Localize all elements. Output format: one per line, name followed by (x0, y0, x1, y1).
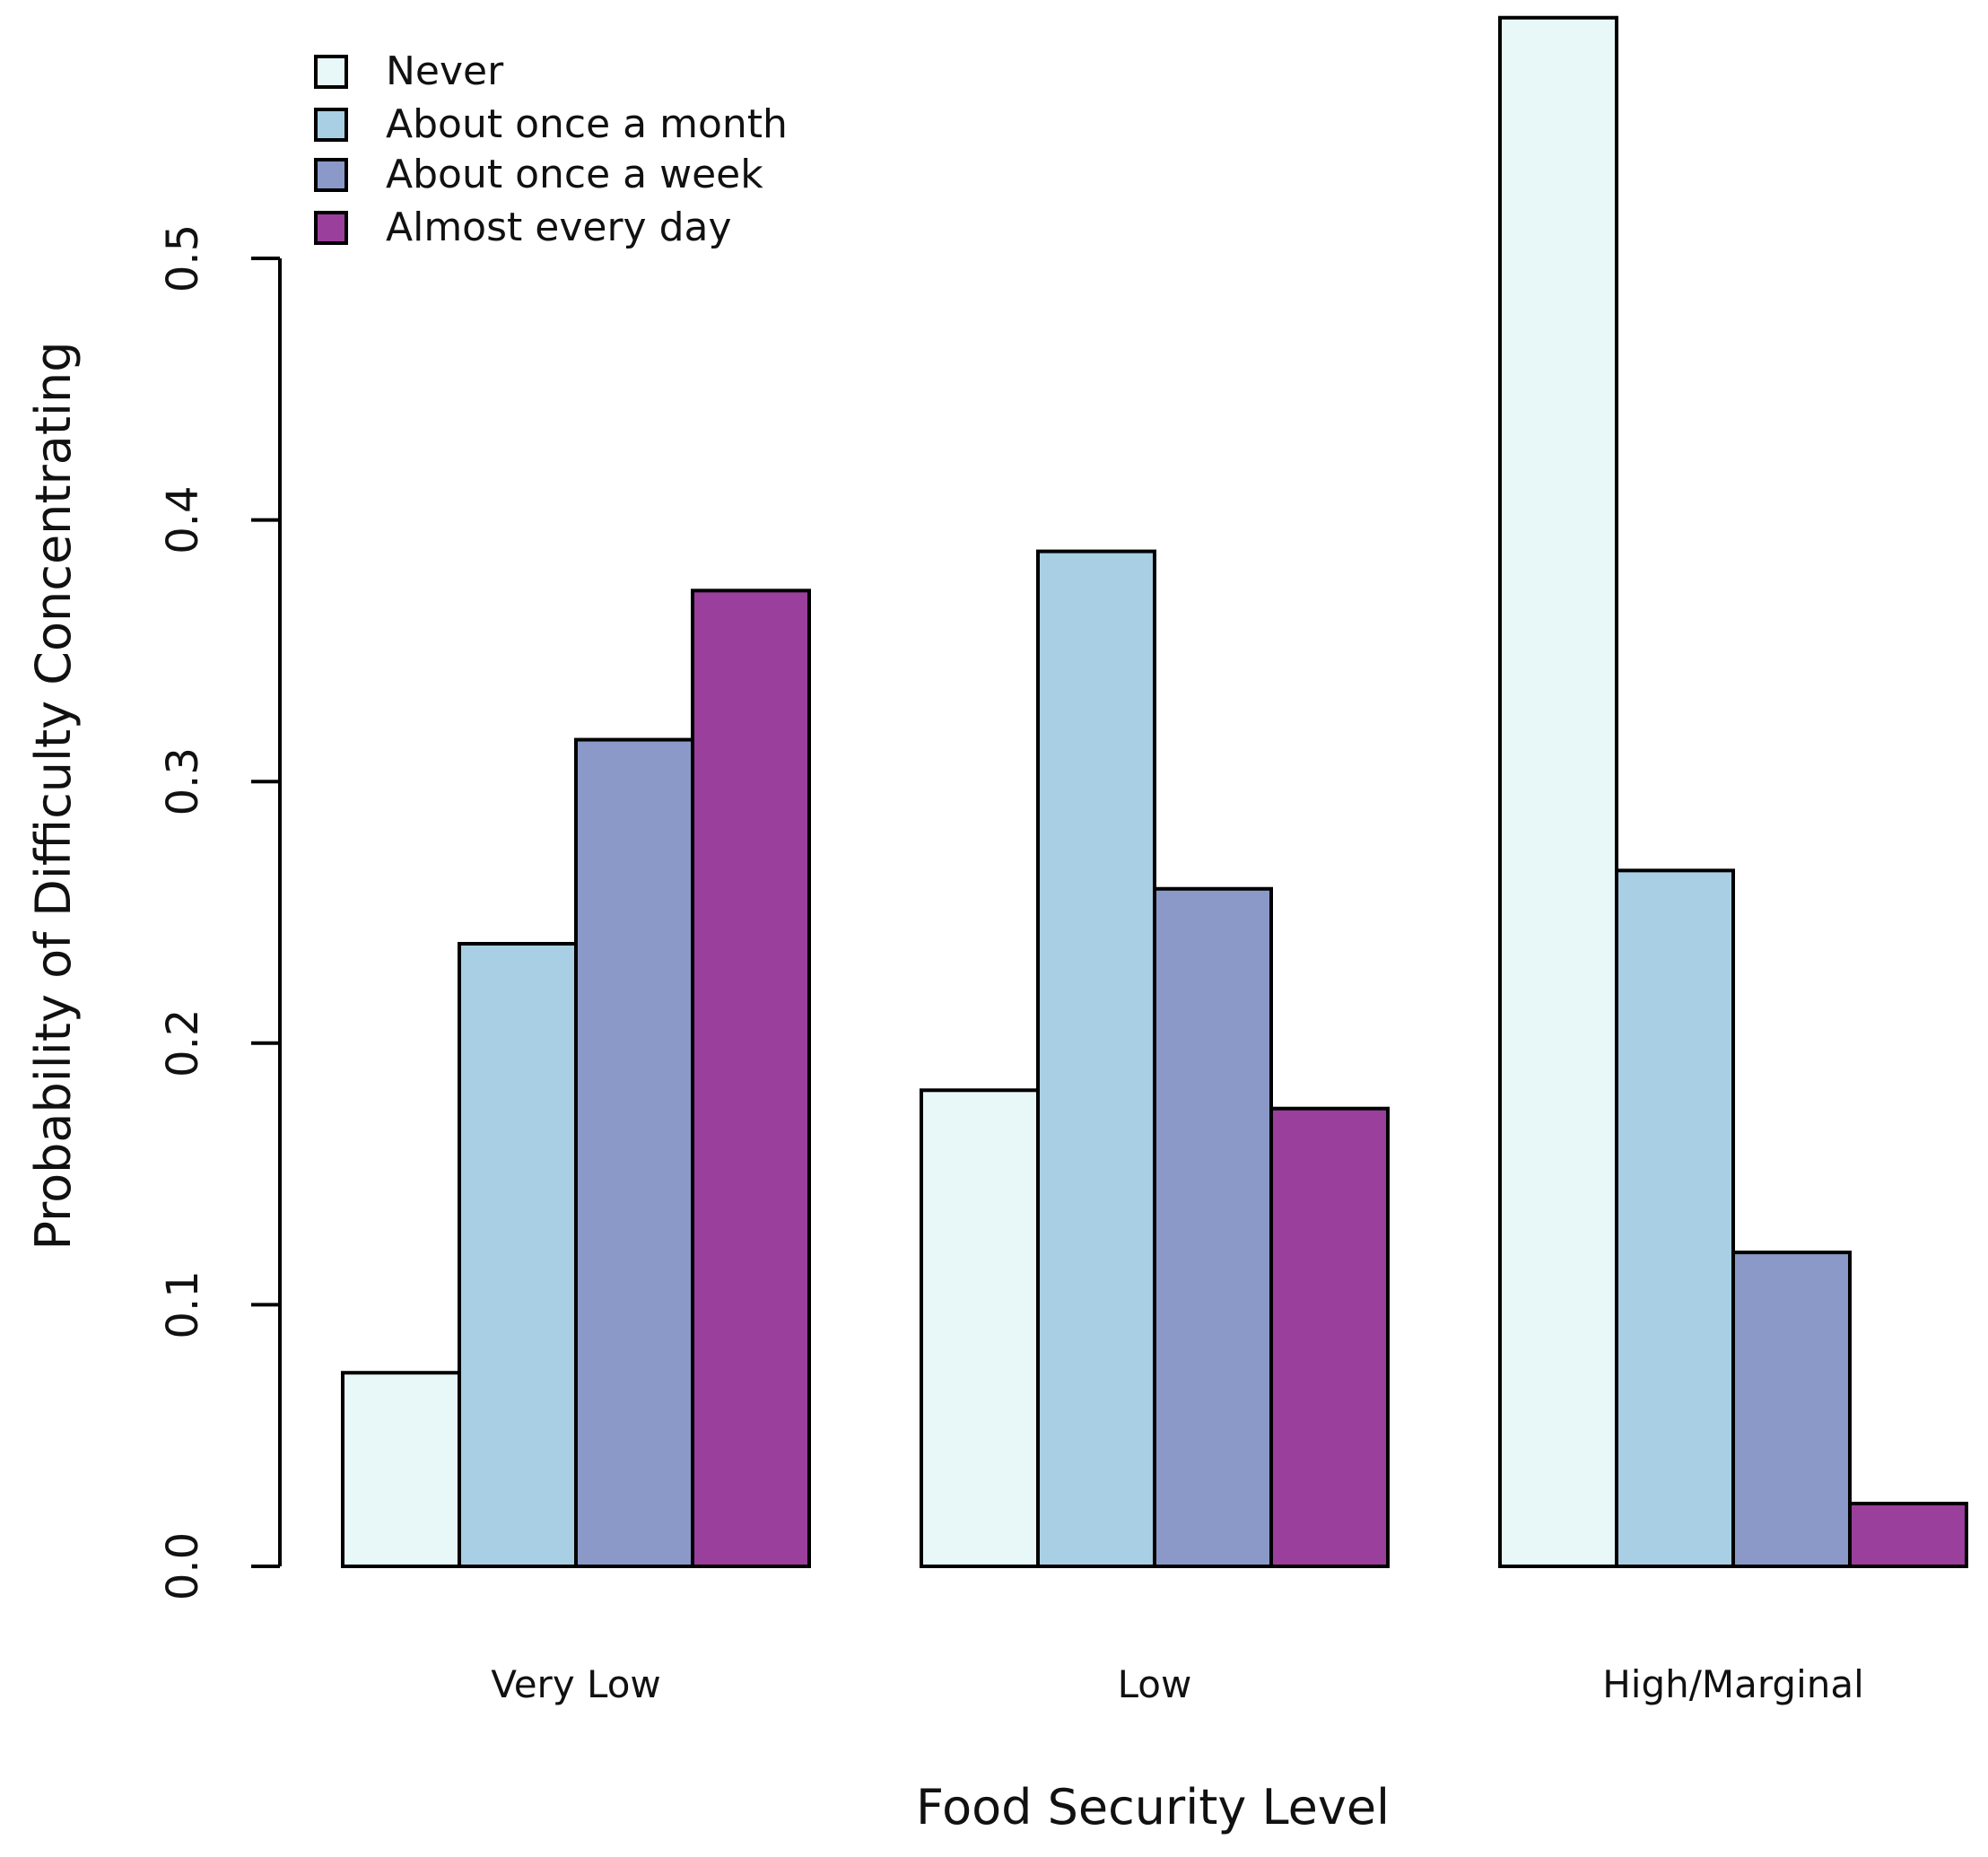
bar-high-marginal-never (1498, 15, 1618, 1568)
bar-low-about-once-a-week (1153, 886, 1273, 1568)
bar-low-never (920, 1088, 1040, 1568)
legend: Never About once a month About once a week… (314, 48, 788, 250)
y-axis: 0.0 0.1 0.2 0.3 0.4 0.5 (158, 224, 282, 1600)
bars-layer (341, 15, 1968, 1568)
bar-very-low-almost-every-day (691, 588, 811, 1568)
legend-label-almost-every-day: Almost every day (386, 205, 732, 250)
x-category-label-low: Low (1118, 1662, 1192, 1706)
bar-very-low-about-once-a-week (574, 737, 694, 1568)
y-tick-label-0-1: 0.1 (158, 1270, 208, 1338)
bar-low-about-once-a-month (1036, 549, 1156, 1568)
bar-very-low-never (341, 1371, 461, 1568)
x-category-label-very-low: Very Low (491, 1662, 661, 1706)
x-category-labels: Very Low Low High/Marginal (491, 1662, 1864, 1706)
bar-high-marginal-about-once-a-month (1615, 868, 1735, 1568)
y-tick-label-0-5: 0.5 (158, 224, 208, 292)
legend-label-never: Never (386, 48, 504, 94)
y-axis-title: Probability of Difficulty Concentrating (25, 341, 82, 1250)
y-tick-label-0-4: 0.4 (158, 485, 208, 554)
y-tick-label-0-0: 0.0 (158, 1532, 208, 1600)
legend-swatch-about-once-a-month (314, 108, 348, 142)
bar-low-almost-every-day (1269, 1106, 1390, 1568)
bar-very-low-about-once-a-month (458, 941, 578, 1568)
x-axis-title: Food Security Level (916, 1779, 1390, 1835)
legend-label-about-once-a-week: About once a week (386, 152, 763, 197)
x-category-label-high-marginal: High/Marginal (1602, 1662, 1864, 1706)
legend-swatch-about-once-a-week (314, 158, 348, 192)
y-tick-label-0-3: 0.3 (158, 747, 208, 815)
bar-high-marginal-almost-every-day (1848, 1502, 1968, 1568)
legend-swatch-almost-every-day (314, 211, 348, 245)
bar-high-marginal-about-once-a-week (1731, 1251, 1852, 1568)
y-tick-label-0-2: 0.2 (158, 1009, 208, 1077)
legend-label-about-once-a-month: About once a month (386, 101, 788, 147)
legend-swatch-never (314, 55, 348, 89)
